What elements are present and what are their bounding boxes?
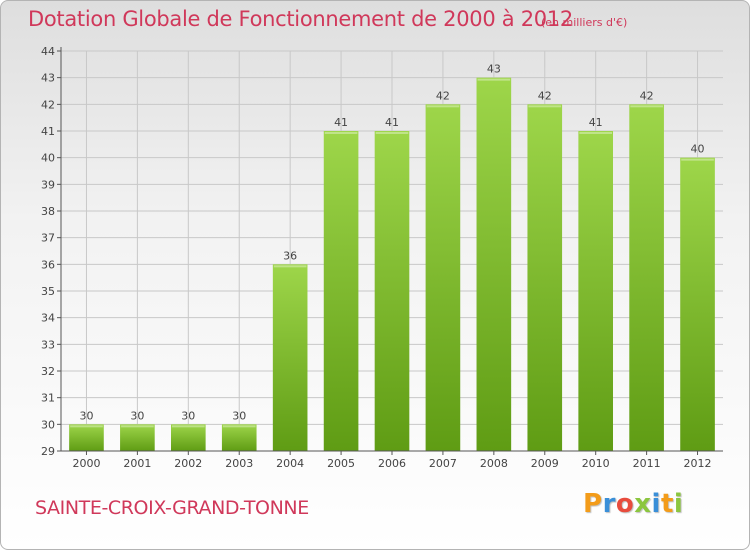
data-label-2007: 42 — [436, 89, 450, 102]
y-tick-label: 34 — [41, 312, 55, 325]
bar-highlight — [171, 425, 205, 428]
bar-highlight — [375, 132, 409, 134]
logo-letter: i — [651, 489, 661, 519]
data-label-2000: 30 — [79, 409, 93, 422]
bar-highlight — [273, 265, 307, 268]
x-tick-label-2005: 2005 — [327, 457, 355, 470]
y-tick-label: 42 — [41, 98, 55, 111]
y-tick-label: 38 — [41, 205, 55, 218]
commune-name: SAINTE-CROIX-GRAND-TONNE — [35, 497, 309, 519]
y-tick-label: 39 — [41, 178, 55, 191]
data-label-2002: 30 — [181, 409, 195, 422]
x-tick-label-2007: 2007 — [429, 457, 457, 470]
y-tick-label: 31 — [41, 392, 55, 405]
y-tick-label: 32 — [41, 365, 55, 378]
data-labels: 30 30 30 30 36 41 41 42 43 42 41 42 40 — [79, 63, 704, 423]
chart-subtitle: (en milliers d'€) — [541, 16, 628, 29]
y-tick-label: 40 — [41, 152, 55, 165]
data-label-2008: 43 — [487, 63, 501, 76]
chart-title: Dotation Globale de Fonctionnement de 20… — [28, 7, 573, 31]
bar-2012 — [680, 157, 715, 451]
proxiti-logo[interactable]: Proxiti — [583, 489, 683, 519]
x-tick-label-2011: 2011 — [633, 457, 661, 470]
y-tick-label: 35 — [41, 285, 55, 298]
logo-letter: o — [615, 489, 635, 519]
x-tick-label-2006: 2006 — [378, 457, 406, 470]
data-label-2005: 41 — [334, 116, 348, 129]
data-label-2009: 42 — [538, 89, 552, 102]
y-tick-label: 36 — [41, 258, 55, 271]
y-tick-label: 43 — [41, 72, 55, 85]
bar-2000 — [69, 424, 104, 451]
x-tick-label-2004: 2004 — [276, 457, 304, 470]
y-tick-label: 29 — [41, 445, 55, 458]
bar-2007 — [425, 104, 461, 451]
x-tick-label-2000: 2000 — [72, 457, 100, 470]
bar-2008 — [476, 77, 512, 452]
bar-highlight — [477, 78, 511, 81]
x-tick-label-2003: 2003 — [225, 457, 253, 470]
bar-highlight — [426, 105, 460, 108]
logo-letter: r — [602, 489, 616, 519]
bar-highlight — [681, 158, 714, 161]
logo-letter: i — [673, 489, 684, 519]
bar-highlight — [121, 425, 154, 428]
bar-2002 — [170, 424, 206, 451]
bar-highlight — [528, 105, 562, 108]
y-tick-label: 41 — [41, 125, 55, 138]
bar-highlight — [70, 425, 103, 428]
x-tick-label-2002: 2002 — [174, 457, 202, 470]
data-label-2003: 30 — [232, 409, 246, 422]
y-tick-label: 33 — [41, 338, 55, 351]
axes: 29 30 31 32 33 34 35 36 37 38 39 40 41 42 43 44 2000 2001… — [41, 45, 723, 470]
x-tick-label-2008: 2008 — [480, 457, 508, 470]
data-label-2004: 36 — [283, 249, 297, 262]
data-label-2001: 30 — [130, 409, 144, 422]
logo-letter: x — [634, 489, 652, 519]
bar-highlight — [324, 132, 358, 134]
x-tick-label-2012: 2012 — [684, 457, 712, 470]
logo-letter: t — [660, 489, 674, 519]
data-label-2006: 41 — [385, 116, 399, 129]
y-tick-label: 44 — [41, 45, 55, 58]
data-label-2011: 42 — [640, 89, 654, 102]
bar-highlight — [579, 132, 613, 134]
x-tick-label-2009: 2009 — [531, 457, 559, 470]
bar-highlight — [222, 425, 256, 428]
bar-2010 — [578, 131, 614, 451]
bar-2006 — [374, 131, 410, 451]
data-label-2010: 41 — [589, 116, 603, 129]
data-label-2012: 40 — [691, 143, 705, 156]
x-tick-label-2010: 2010 — [582, 457, 610, 470]
bar-highlight — [630, 105, 663, 108]
bars — [69, 77, 715, 452]
bar-2005 — [323, 131, 359, 451]
bar-2011 — [629, 104, 664, 451]
bar-2003 — [221, 424, 257, 451]
bar-2004 — [272, 264, 308, 451]
y-tick-label: 30 — [41, 418, 55, 431]
x-tick-label-2001: 2001 — [123, 457, 151, 470]
logo-letter: P — [583, 489, 603, 519]
bar-2009 — [527, 104, 563, 451]
bar-2001 — [120, 424, 155, 451]
y-tick-label: 37 — [41, 232, 55, 245]
